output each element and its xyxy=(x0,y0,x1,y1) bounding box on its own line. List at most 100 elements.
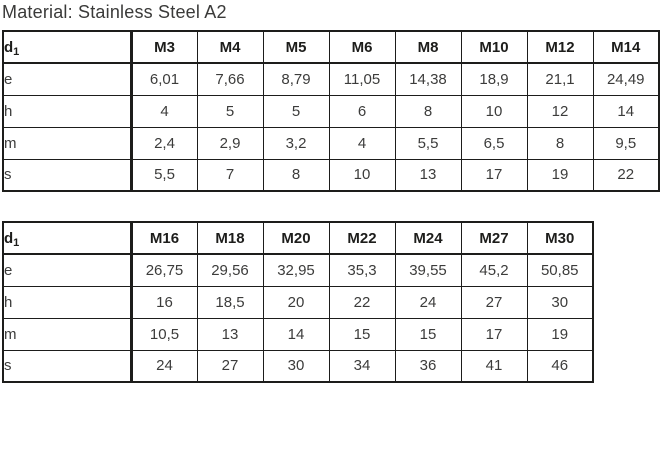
dimension-row-label: h xyxy=(2,94,133,128)
size-column-header: M30 xyxy=(526,221,594,255)
dimension-value-cell: 46 xyxy=(526,349,594,383)
dimension-row-label: s xyxy=(2,158,133,192)
header-row: d1 M16 M18 M20 M22 M24 M27 M30 xyxy=(2,221,594,255)
diameter-symbol: d xyxy=(4,38,14,56)
dimension-value-cell: 19 xyxy=(526,317,594,351)
dimension-row-label: m xyxy=(2,126,133,160)
size-column-header: M14 xyxy=(592,30,660,64)
diameter-subscript: 1 xyxy=(13,45,20,58)
dimension-value-cell: 18,9 xyxy=(460,62,528,96)
dimension-row-label: m xyxy=(2,317,133,351)
dimension-value-cell: 2,4 xyxy=(130,126,198,160)
dimension-value-cell: 14 xyxy=(592,94,660,128)
dimension-value-cell: 50,85 xyxy=(526,253,594,287)
dimension-value-cell: 24 xyxy=(394,285,462,319)
dimension-row: s 24 27 30 34 36 41 46 xyxy=(2,349,594,383)
dimension-row: h 16 18,5 20 22 24 27 30 xyxy=(2,285,594,319)
dimension-value-cell: 7 xyxy=(196,158,264,192)
size-column-header: M8 xyxy=(394,30,462,64)
size-column-header: M6 xyxy=(328,30,396,64)
dimension-value-cell: 29,56 xyxy=(196,253,264,287)
dimension-value-cell: 8 xyxy=(262,158,330,192)
dimension-value-cell: 6,5 xyxy=(460,126,528,160)
dimension-value-cell: 17 xyxy=(460,317,528,351)
dimension-row-label: e xyxy=(2,62,133,96)
dimension-value-cell: 39,55 xyxy=(394,253,462,287)
dimension-value-cell: 4 xyxy=(328,126,396,160)
dimension-value-cell: 5 xyxy=(196,94,264,128)
dimension-value-cell: 5,5 xyxy=(394,126,462,160)
dimension-value-cell: 8 xyxy=(394,94,462,128)
dimension-value-cell: 45,2 xyxy=(460,253,528,287)
dimension-value-cell: 24,49 xyxy=(592,62,660,96)
size-column-header: M18 xyxy=(196,221,264,255)
size-column-header: M20 xyxy=(262,221,330,255)
dimension-value-cell: 41 xyxy=(460,349,528,383)
dimension-row-label: s xyxy=(2,349,133,383)
dimension-value-cell: 27 xyxy=(196,349,264,383)
dimension-value-cell: 10 xyxy=(328,158,396,192)
dimension-value-cell: 15 xyxy=(328,317,396,351)
dimension-row: e 26,75 29,56 32,95 35,3 39,55 45,2 50,85 xyxy=(2,253,594,287)
dimension-value-cell: 30 xyxy=(262,349,330,383)
dimension-table-m3-m14: d1 M3 M4 M5 M6 M8 M10 M12 M14 e 6,01 7,66 8,79 11,05 1… xyxy=(2,30,660,192)
dimension-value-cell: 13 xyxy=(196,317,264,351)
dimension-row-label: h xyxy=(2,285,133,319)
dimension-value-cell: 22 xyxy=(592,158,660,192)
dimension-value-cell: 14,38 xyxy=(394,62,462,96)
dimension-value-cell: 5,5 xyxy=(130,158,198,192)
size-column-header: M16 xyxy=(130,221,198,255)
size-column-header: M4 xyxy=(196,30,264,64)
dimension-value-cell: 32,95 xyxy=(262,253,330,287)
dimension-value-cell: 14 xyxy=(262,317,330,351)
dimension-value-cell: 5 xyxy=(262,94,330,128)
size-column-header: M10 xyxy=(460,30,528,64)
dimension-value-cell: 20 xyxy=(262,285,330,319)
dimension-value-cell: 34 xyxy=(328,349,396,383)
dimension-value-cell: 8 xyxy=(526,126,594,160)
size-column-header: M22 xyxy=(328,221,396,255)
header-row: d1 M3 M4 M5 M6 M8 M10 M12 M14 xyxy=(2,30,660,64)
dimension-row-label: e xyxy=(2,253,133,287)
dimension-value-cell: 6,01 xyxy=(130,62,198,96)
dimension-value-cell: 36 xyxy=(394,349,462,383)
dimension-value-cell: 24 xyxy=(130,349,198,383)
dimension-value-cell: 10 xyxy=(460,94,528,128)
diameter-subscript: 1 xyxy=(13,236,20,249)
dimension-value-cell: 22 xyxy=(328,285,396,319)
dimension-value-cell: 27 xyxy=(460,285,528,319)
diameter-symbol: d xyxy=(4,229,14,247)
dimension-value-cell: 3,2 xyxy=(262,126,330,160)
size-column-header: M24 xyxy=(394,221,462,255)
dimension-value-cell: 7,66 xyxy=(196,62,264,96)
dimension-row: m 10,5 13 14 15 15 17 19 xyxy=(2,317,594,351)
dimension-value-cell: 21,1 xyxy=(526,62,594,96)
dimension-row: m 2,4 2,9 3,2 4 5,5 6,5 8 9,5 xyxy=(2,126,660,160)
dimension-value-cell: 16 xyxy=(130,285,198,319)
diameter-column-header: d1 xyxy=(2,221,133,255)
dimension-value-cell: 13 xyxy=(394,158,462,192)
material-title: Material: Stainless Steel A2 xyxy=(2,2,227,22)
dimension-value-cell: 15 xyxy=(394,317,462,351)
dimension-value-cell: 35,3 xyxy=(328,253,396,287)
dimension-value-cell: 6 xyxy=(328,94,396,128)
dimension-value-cell: 4 xyxy=(130,94,198,128)
dimension-value-cell: 30 xyxy=(526,285,594,319)
size-column-header: M27 xyxy=(460,221,528,255)
dimension-value-cell: 8,79 xyxy=(262,62,330,96)
dimension-value-cell: 19 xyxy=(526,158,594,192)
size-column-header: M12 xyxy=(526,30,594,64)
size-column-header: M3 xyxy=(130,30,198,64)
dimension-value-cell: 11,05 xyxy=(328,62,396,96)
size-column-header: M5 xyxy=(262,30,330,64)
dimension-value-cell: 18,5 xyxy=(196,285,264,319)
dimension-value-cell: 2,9 xyxy=(196,126,264,160)
dimension-row: h 4 5 5 6 8 10 12 14 xyxy=(2,94,660,128)
dimension-table-m16-m30: d1 M16 M18 M20 M22 M24 M27 M30 e 26,75 29,56 32,95 3… xyxy=(2,221,594,383)
dimension-value-cell: 26,75 xyxy=(130,253,198,287)
dimension-value-cell: 17 xyxy=(460,158,528,192)
dimension-value-cell: 9,5 xyxy=(592,126,660,160)
dimension-value-cell: 10,5 xyxy=(130,317,198,351)
dimension-row: e 6,01 7,66 8,79 11,05 14,38 18,9 21,1 24,49 xyxy=(2,62,660,96)
